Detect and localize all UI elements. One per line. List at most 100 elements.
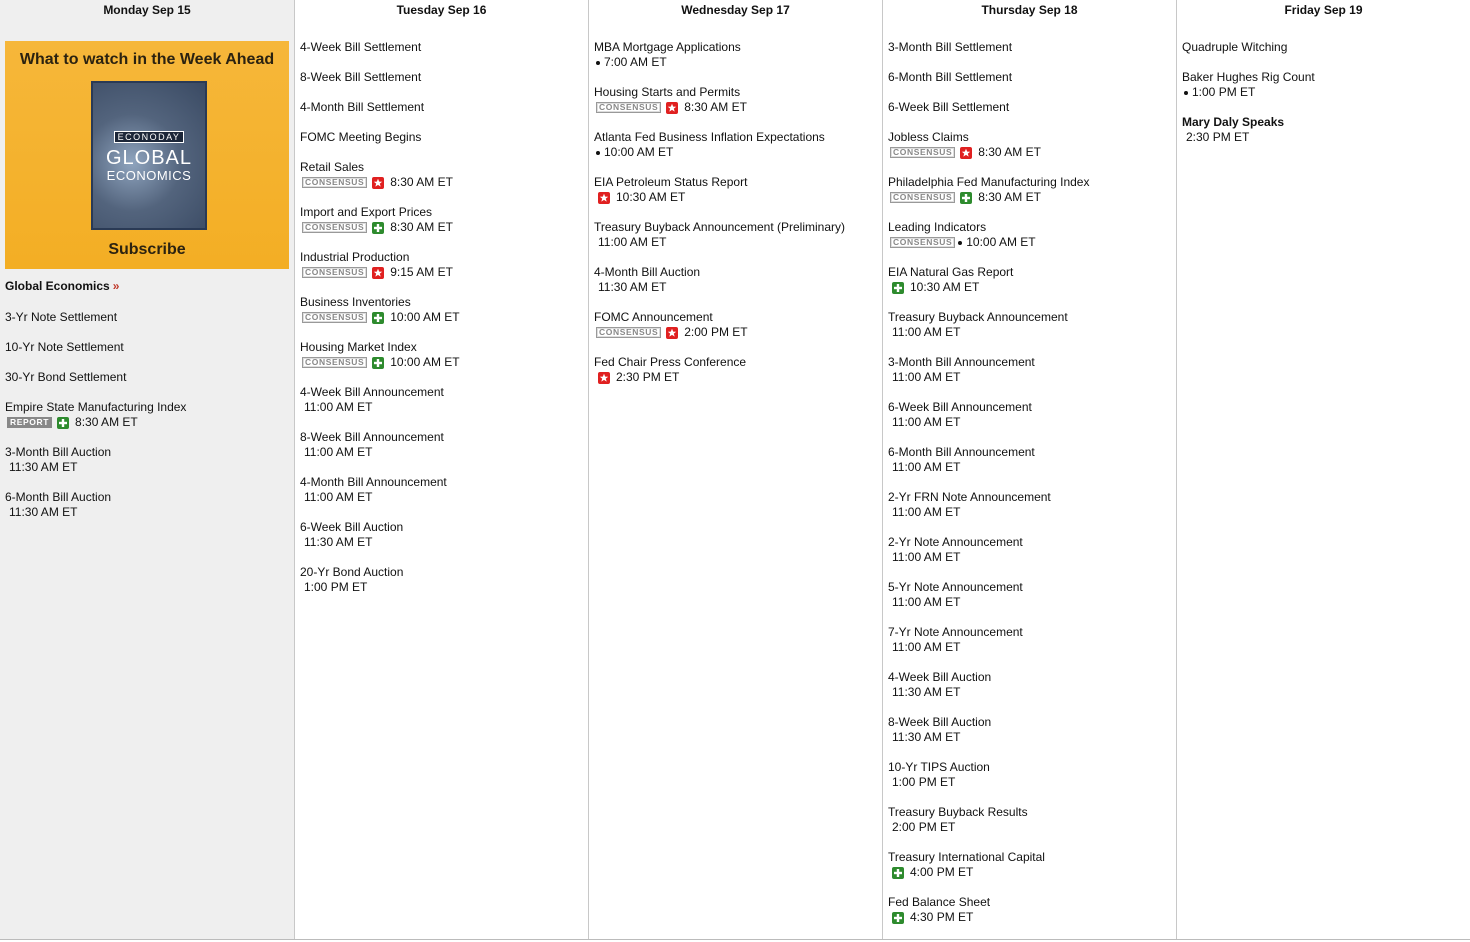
badge[interactable]: CONSENSUS	[302, 267, 368, 278]
event-name[interactable]: Industrial Production	[300, 250, 410, 264]
event-name[interactable]: 3-Month Bill Settlement	[888, 40, 1013, 54]
badge[interactable]: REPORT	[7, 417, 53, 428]
event-name[interactable]: 8-Week Bill Announcement	[300, 430, 444, 444]
event-details: CONSENSUS 8:30 AM ET	[888, 190, 1176, 205]
event-name[interactable]: Treasury Buyback Announcement (Prelimina…	[594, 220, 845, 234]
event: 4-Week Bill Announcement 11:00 AM ET	[300, 385, 588, 415]
event-name[interactable]: Mary Daly Speaks	[1182, 115, 1285, 129]
event: Empire State Manufacturing Index REPORT 8:…	[5, 400, 294, 430]
plus-icon	[892, 911, 904, 924]
event-name[interactable]: 2-Yr FRN Note Announcement	[888, 490, 1051, 504]
event-name[interactable]: EIA Petroleum Status Report	[594, 175, 748, 189]
event: 3-Month Bill Settlement	[888, 40, 1176, 55]
event-time: 11:00 AM ET	[304, 490, 373, 504]
event-name[interactable]: 6-Week Bill Auction	[300, 520, 404, 534]
event-name[interactable]: Housing Market Index	[300, 340, 417, 354]
event-details: 2:30 PM ET	[594, 370, 882, 385]
event-name[interactable]: 6-Week Bill Announcement	[888, 400, 1032, 414]
event-name[interactable]: 6-Week Bill Settlement	[888, 100, 1010, 114]
event: 5-Yr Note Announcement 11:00 AM ET	[888, 580, 1176, 610]
event-time: 2:00 PM ET	[684, 325, 748, 339]
event-name[interactable]: Fed Chair Press Conference	[594, 355, 747, 369]
event-name[interactable]: Fed Balance Sheet	[888, 895, 991, 909]
event-name[interactable]: MBA Mortgage Applications	[594, 40, 741, 54]
event-name[interactable]: Treasury Buyback Results	[888, 805, 1028, 819]
plus-icon	[372, 311, 385, 324]
event: 8-Week Bill Auction 11:30 AM ET	[888, 715, 1176, 745]
event-name[interactable]: 5-Yr Note Announcement	[888, 580, 1023, 594]
event-name[interactable]: Baker Hughes Rig Count	[1182, 70, 1315, 84]
event-name[interactable]: Leading Indicators	[888, 220, 987, 234]
event-name[interactable]: 7-Yr Note Announcement	[888, 625, 1023, 639]
badge[interactable]: CONSENSUS	[890, 147, 956, 158]
event-name[interactable]: Quadruple Witching	[1182, 40, 1288, 54]
event-name[interactable]: 4-Month Bill Announcement	[300, 475, 447, 489]
event: 3-Month Bill Auction 11:30 AM ET	[5, 445, 294, 475]
event-name[interactable]: 4-Week Bill Auction	[888, 670, 992, 684]
event-name[interactable]: FOMC Announcement	[594, 310, 713, 324]
badge[interactable]: CONSENSUS	[890, 192, 956, 203]
event-details: 11:00 AM ET	[888, 460, 1176, 475]
event-time: 11:00 AM ET	[304, 400, 373, 414]
event-name[interactable]: Business Inventories	[300, 295, 411, 309]
event-name[interactable]: 3-Month Bill Auction	[5, 445, 112, 459]
badge[interactable]: CONSENSUS	[890, 237, 956, 248]
event-name[interactable]: 2-Yr Note Announcement	[888, 535, 1023, 549]
subscribe-link[interactable]: Subscribe	[108, 241, 186, 258]
event-name[interactable]: 30-Yr Bond Settlement	[5, 370, 127, 384]
event-name[interactable]: 6-Month Bill Auction	[5, 490, 112, 504]
event-name[interactable]: Housing Starts and Permits	[594, 85, 741, 99]
event-name[interactable]: Atlanta Fed Business Inflation Expectati…	[594, 130, 825, 144]
event-name[interactable]: 6-Month Bill Announcement	[888, 445, 1035, 459]
event: Jobless Claims CONSENSUS 8:30 AM ET	[888, 130, 1176, 160]
event-name[interactable]: Philadelphia Fed Manufacturing Index	[888, 175, 1090, 189]
event-name[interactable]: 4-Week Bill Announcement	[300, 385, 444, 399]
event-time: 1:00 PM ET	[304, 580, 368, 594]
badge[interactable]: CONSENSUS	[302, 222, 368, 233]
event-name[interactable]: Jobless Claims	[888, 130, 969, 144]
event-name[interactable]: EIA Natural Gas Report	[888, 265, 1014, 279]
event: Baker Hughes Rig Count 1:00 PM ET	[1182, 70, 1470, 100]
global-economics-link[interactable]: Global Economics»	[0, 269, 294, 294]
event-name[interactable]: Empire State Manufacturing Index	[5, 400, 187, 414]
event-name[interactable]: 3-Month Bill Announcement	[888, 355, 1035, 369]
event-time: 8:30 AM ET	[978, 145, 1041, 159]
event-name[interactable]: Treasury International Capital	[888, 850, 1045, 864]
badge[interactable]: CONSENSUS	[596, 102, 662, 113]
badge[interactable]: CONSENSUS	[596, 327, 662, 338]
event-time: 11:00 AM ET	[892, 595, 961, 609]
event-name[interactable]: 8-Week Bill Settlement	[300, 70, 422, 84]
event-time: 11:30 AM ET	[892, 730, 961, 744]
event-name[interactable]: Retail Sales	[300, 160, 365, 174]
plus-icon	[892, 281, 904, 294]
event-name[interactable]: Import and Export Prices	[300, 205, 433, 219]
event-list: 3-Yr Note Settlement 10-Yr Note Settlemen…	[0, 294, 294, 520]
event-name[interactable]: 10-Yr Note Settlement	[5, 340, 124, 354]
badge[interactable]: CONSENSUS	[302, 312, 368, 323]
event-name[interactable]: 6-Month Bill Settlement	[888, 70, 1013, 84]
event-name[interactable]: 4-Month Bill Settlement	[300, 100, 425, 114]
event-name[interactable]: 20-Yr Bond Auction	[300, 565, 404, 579]
event-time: 9:15 AM ET	[390, 265, 453, 279]
plus-icon	[960, 191, 973, 204]
badge[interactable]: CONSENSUS	[302, 357, 368, 368]
event: 3-Yr Note Settlement	[5, 310, 294, 325]
promo-banner[interactable]: What to watch in the Week Ahead ECONODAY G…	[5, 41, 289, 269]
event: Treasury International Capital 4:00 PM ET	[888, 850, 1176, 880]
event-name[interactable]: 8-Week Bill Auction	[888, 715, 992, 729]
event-time: 1:00 PM ET	[892, 775, 956, 789]
event: 6-Week Bill Announcement 11:00 AM ET	[888, 400, 1176, 430]
event-name[interactable]: 4-Month Bill Auction	[594, 265, 701, 279]
event-name[interactable]: FOMC Meeting Begins	[300, 130, 422, 144]
event-time: 2:30 PM ET	[1186, 130, 1250, 144]
event: Treasury Buyback Results 2:00 PM ET	[888, 805, 1176, 835]
event-name[interactable]: 3-Yr Note Settlement	[5, 310, 118, 324]
event-name[interactable]: 10-Yr TIPS Auction	[888, 760, 990, 774]
event-time: 11:00 AM ET	[598, 235, 667, 249]
event-name[interactable]: 4-Week Bill Settlement	[300, 40, 422, 54]
event-name[interactable]: Treasury Buyback Announcement	[888, 310, 1068, 324]
plus-icon	[57, 416, 70, 429]
event: 10-Yr TIPS Auction 1:00 PM ET	[888, 760, 1176, 790]
link-label[interactable]: Global Economics	[5, 279, 110, 293]
badge[interactable]: CONSENSUS	[302, 177, 368, 188]
